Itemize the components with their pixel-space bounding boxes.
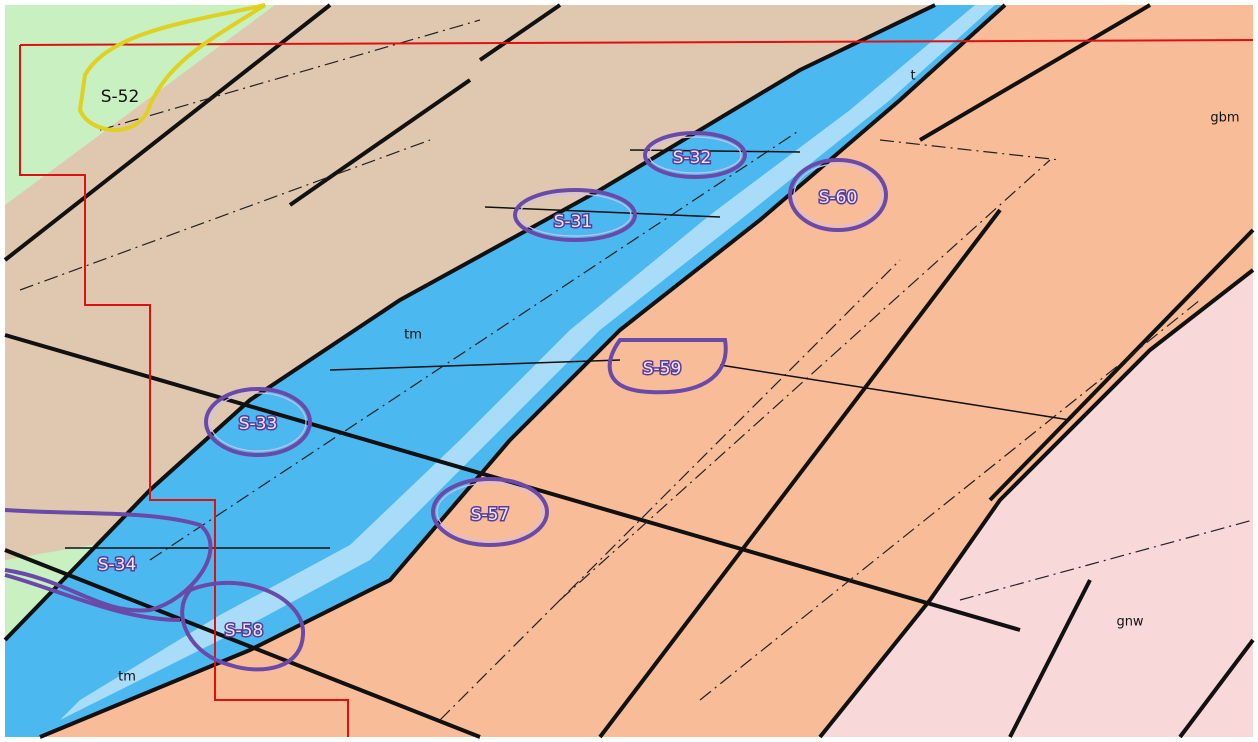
green-unit bbox=[5, 5, 275, 205]
contact bbox=[918, 3, 1152, 142]
zones bbox=[4, 3, 888, 672]
zone-outline bbox=[204, 387, 312, 457]
boundary bbox=[19, 39, 1254, 46]
zone-outline bbox=[607, 338, 728, 395]
contact bbox=[3, 3, 332, 262]
unit-label: t bbox=[910, 69, 915, 84]
trace bbox=[879, 139, 1061, 161]
contact bbox=[1178, 638, 1255, 739]
zone-label: S-60 bbox=[819, 188, 858, 208]
zone-outline bbox=[431, 477, 549, 547]
tan-unit bbox=[5, 5, 935, 640]
zone-label: S-59 bbox=[643, 359, 682, 379]
fault bbox=[4, 548, 481, 739]
light-blue-unit bbox=[60, 5, 995, 720]
zone-inner bbox=[793, 163, 883, 227]
contact bbox=[988, 228, 1255, 502]
zone-label: S-34 bbox=[98, 555, 137, 575]
map-units bbox=[5, 5, 1253, 737]
unit-label: gbm bbox=[1210, 111, 1239, 126]
contact bbox=[288, 78, 472, 207]
trace bbox=[559, 159, 1051, 601]
trace bbox=[99, 19, 481, 131]
pink-unit bbox=[820, 270, 1253, 737]
zone-label: S-31 bbox=[554, 212, 593, 232]
zone-outline bbox=[4, 508, 213, 613]
zone-outline bbox=[788, 158, 888, 232]
zone-outline bbox=[513, 188, 637, 242]
contact bbox=[478, 3, 562, 62]
trace bbox=[959, 519, 1254, 601]
zone-label: S-32 bbox=[673, 148, 712, 168]
section-line bbox=[329, 359, 621, 371]
trace bbox=[19, 139, 431, 291]
zone-outline bbox=[4, 573, 181, 622]
contact bbox=[39, 3, 1007, 739]
contact bbox=[818, 268, 1255, 739]
labels: S-52 S-32 S-60 S-31 S-59 S-33 S-57 S-34 … bbox=[96, 69, 1239, 685]
zone-outline bbox=[77, 3, 267, 132]
unit-label: tm bbox=[118, 670, 136, 685]
zone-label: S-58 bbox=[225, 621, 264, 641]
zone-inner bbox=[518, 193, 632, 237]
zone-label: S-33 bbox=[239, 414, 278, 434]
zone-outline bbox=[643, 131, 747, 179]
zone-inner bbox=[436, 482, 544, 542]
section-line bbox=[719, 364, 1071, 421]
zone-inner bbox=[209, 392, 307, 452]
zone-outline bbox=[180, 580, 306, 672]
contact bbox=[598, 208, 1002, 739]
zone-label: S-52 bbox=[101, 87, 140, 107]
trace bbox=[439, 259, 901, 721]
unit-label: tm bbox=[404, 328, 422, 343]
contacts bbox=[3, 3, 1255, 739]
zone-inner bbox=[648, 136, 742, 174]
boundary bbox=[19, 45, 349, 737]
contact bbox=[1008, 579, 1092, 738]
unit-label: gnw bbox=[1116, 615, 1143, 630]
section-line bbox=[629, 149, 801, 153]
trace bbox=[699, 299, 1201, 701]
section-line bbox=[484, 206, 721, 218]
zone-label: S-57 bbox=[471, 505, 510, 525]
